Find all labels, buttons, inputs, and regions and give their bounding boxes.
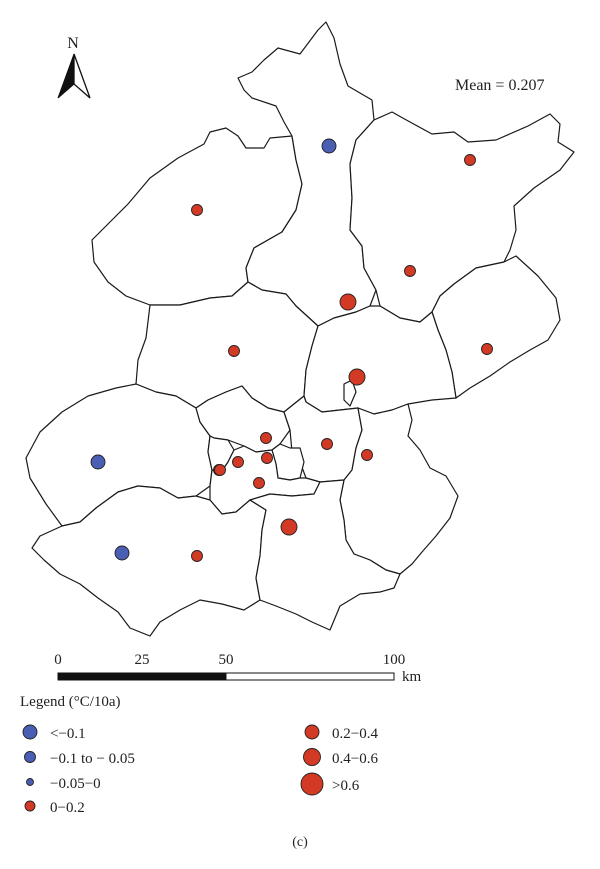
scale-tick-50: 50 [219, 652, 234, 668]
station-point [321, 438, 333, 450]
scale-bar-filled [57, 672, 227, 681]
station-point [214, 464, 226, 476]
station-point [232, 456, 244, 468]
legend-label-0.4-0.6: 0.4−0.6 [332, 751, 378, 767]
legend-swatch-gt-0.6 [300, 772, 324, 796]
scale-bar-empty [225, 672, 395, 681]
district-boundaries [25, 21, 575, 637]
station-point [90, 454, 106, 470]
station-point [280, 518, 298, 536]
district-shunyi [303, 305, 457, 415]
legend-label-0-0.2: 0−0.2 [50, 800, 85, 816]
mean-value-text: Mean = 0.207 [455, 77, 544, 94]
legend-swatch-neg0.05-0 [26, 778, 34, 786]
north-arrow-outline-icon [73, 53, 91, 99]
district-daxing [249, 479, 401, 631]
station-point [260, 432, 272, 444]
figure-caption: (c) [292, 835, 308, 850]
legend-title: Legend (°C/10a) [20, 694, 121, 710]
legend-swatch-0-0.2 [24, 800, 36, 812]
legend-swatch-neg0.1-neg0.05 [24, 751, 36, 763]
legend-swatch-0.4-0.6 [303, 748, 321, 766]
north-arrow-icon [57, 53, 75, 99]
station-point [191, 204, 203, 216]
north-arrow-label: N [67, 35, 79, 52]
station-point [361, 449, 373, 461]
station-point [464, 154, 476, 166]
station-point [228, 345, 240, 357]
legend-label-gt-0.6: >0.6 [332, 778, 360, 794]
legend-label-0.2-0.4: 0.2−0.4 [332, 726, 378, 742]
station-point [481, 343, 493, 355]
station-point [321, 138, 337, 154]
station-point [404, 265, 416, 277]
legend-swatch-lt-neg0.1 [22, 724, 38, 740]
scale-tick-100: 100 [383, 652, 406, 668]
station-point [261, 452, 273, 464]
scale-bar: 0 25 50 100 km [54, 652, 421, 685]
station-point [191, 550, 203, 562]
legend-label-lt-neg0.1: <−0.1 [50, 726, 86, 742]
scale-tick-25: 25 [135, 652, 150, 668]
station-point [114, 545, 130, 561]
legend-label-neg0.05-0: −0.05−0 [50, 776, 101, 792]
station-point [339, 293, 357, 311]
station-points [90, 138, 493, 562]
legend-label-neg0.1-neg0.05: −0.1 to − 0.05 [50, 751, 135, 767]
scale-unit: km [402, 669, 422, 685]
scale-tick-0: 0 [54, 652, 62, 668]
station-point [348, 368, 366, 386]
legend-swatch-0.2-0.4 [304, 724, 320, 740]
legend: Legend (°C/10a) <−0.1 −0.1 to − 0.05 −0.… [20, 694, 378, 816]
station-point [253, 477, 265, 489]
north-arrow: N [57, 35, 91, 99]
